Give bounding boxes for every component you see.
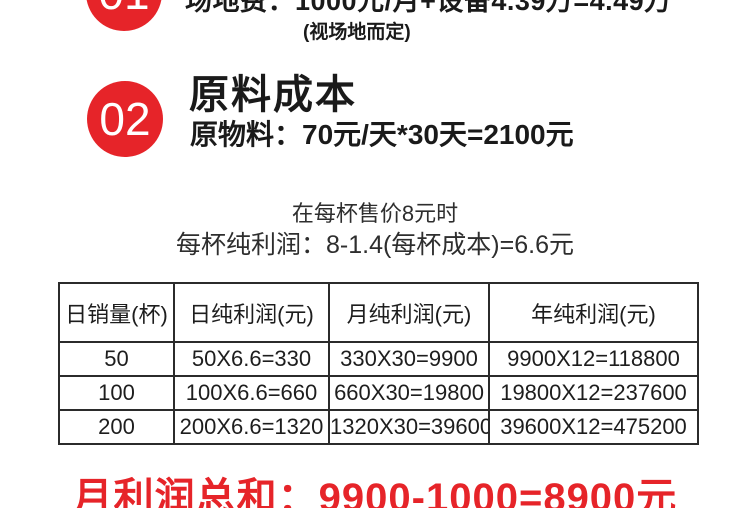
cell-monthly-profit: 660X30=19800 [328, 375, 490, 411]
cell-daily-sales: 100 [58, 375, 175, 411]
step-01-number: 01 [98, 0, 149, 16]
cell-daily-sales: 200 [58, 409, 175, 445]
cell-daily-profit: 200X6.6=1320 [173, 409, 330, 445]
step-02-number: 02 [99, 93, 151, 145]
raw-material-formula: 原物料：70元/天*30天=2100元 [190, 119, 574, 150]
table-row: 200 200X6.6=1320 1320X30=39600 39600X12=… [58, 409, 699, 445]
header-yearly-profit: 年纯利润(元) [488, 282, 699, 343]
header-monthly-profit: 月纯利润(元) [328, 282, 490, 343]
table-row: 50 50X6.6=330 330X30=9900 9900X12=118800 [58, 341, 699, 377]
table-header-row: 日销量(杯) 日纯利润(元) 月纯利润(元) 年纯利润(元) [58, 282, 699, 343]
cell-daily-sales: 50 [58, 341, 175, 377]
cell-monthly-profit: 1320X30=39600 [328, 409, 490, 445]
cell-daily-profit: 50X6.6=330 [173, 341, 330, 377]
raw-material-title: 原料成本 [189, 73, 357, 117]
step-01-badge: 01 [86, 0, 162, 31]
header-daily-profit: 日纯利润(元) [173, 282, 330, 343]
step-02-badge: 02 [87, 81, 163, 157]
venue-cost-note: (视场地而定) [303, 22, 411, 43]
cell-yearly-profit: 19800X12=237600 [488, 375, 699, 411]
per-cup-profit-formula: 每杯纯利润：8-1.4(每杯成本)=6.6元 [176, 231, 574, 259]
cell-yearly-profit: 39600X12=475200 [488, 409, 699, 445]
venue-cost-formula: 场地费：1000元/月+设备4.39万=4.49万 [185, 0, 672, 16]
price-assumption-note: 在每杯售价8元时 [291, 201, 459, 226]
cell-monthly-profit: 330X30=9900 [328, 341, 490, 377]
monthly-profit-total: 月利润总和：9900-1000=8900元 [72, 476, 678, 508]
cell-daily-profit: 100X6.6=660 [173, 375, 330, 411]
header-daily-sales: 日销量(杯) [58, 282, 175, 343]
profit-table: 日销量(杯) 日纯利润(元) 月纯利润(元) 年纯利润(元) 50 50X6.6… [58, 282, 699, 445]
table-row: 100 100X6.6=660 660X30=19800 19800X12=23… [58, 375, 699, 411]
cell-yearly-profit: 9900X12=118800 [488, 341, 699, 377]
